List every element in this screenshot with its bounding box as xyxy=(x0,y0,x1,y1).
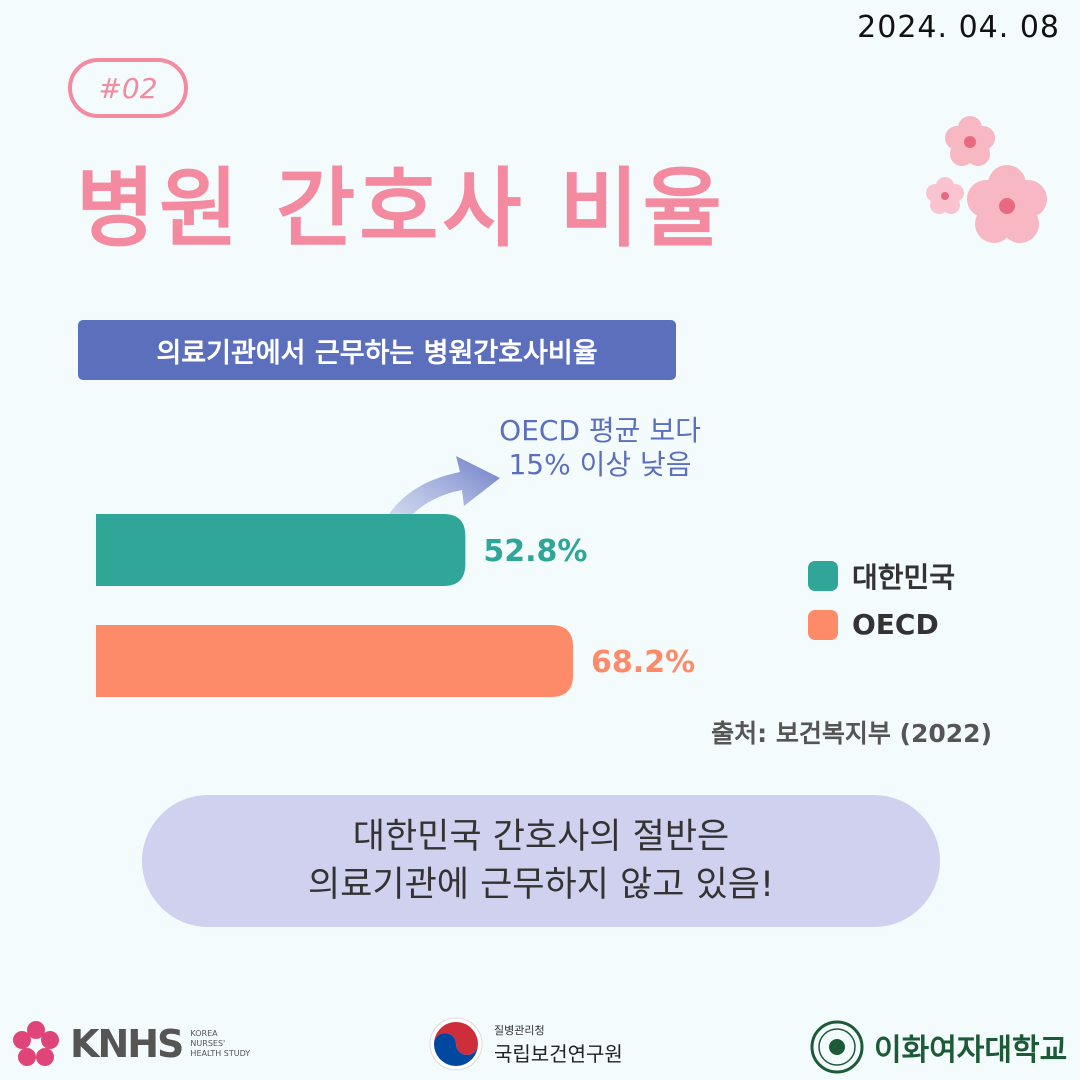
legend-item-korea: 대한민국 xyxy=(808,556,955,596)
legend: 대한민국 OECD xyxy=(808,556,955,653)
knhs-sub1: KOREA xyxy=(190,1029,218,1038)
message-line1: 대한민국 간호사의 절반은 xyxy=(352,817,730,857)
ewha-name: 이화여자대학교 xyxy=(874,1033,1068,1068)
legend-item-oecd: OECD xyxy=(808,608,955,641)
bar-chart: 52.8% 68.2% xyxy=(96,514,695,697)
annotation-line2: 15% 이상 낮음 xyxy=(508,448,692,481)
footer: KNHS KOREA NURSES' HEALTH STUDY 질병관리청 국립… xyxy=(0,1010,1080,1080)
legend-swatch-korea xyxy=(808,561,838,591)
kdca-small-label: 질병관리청 xyxy=(494,1023,545,1037)
kdca-big-label: 국립보건연구원 xyxy=(494,1041,623,1066)
knhs-subtitle: KOREA NURSES' HEALTH STUDY xyxy=(190,1029,250,1059)
value-label-korea: 52.8% xyxy=(483,534,587,569)
legend-label-korea: 대한민국 xyxy=(852,561,956,594)
date-label: 2024. 04. 08 xyxy=(857,10,1060,45)
kdca-text: 질병관리청 국립보건연구원 xyxy=(494,1022,623,1067)
page-title: 병원 간호사 비율 xyxy=(76,159,726,259)
knhs-name: KNHS xyxy=(70,1022,184,1066)
flower-logo-icon xyxy=(13,1021,59,1066)
message-box: 대한민국 간호사의 절반은 의료기관에 근무하지 않고 있음! xyxy=(142,795,940,927)
bar-korea xyxy=(96,514,466,586)
source-label: 출처: 보건복지부 (2022) xyxy=(711,719,992,748)
cherry-blossom-icon xyxy=(926,116,1047,243)
knhs-sub3: HEALTH STUDY xyxy=(190,1049,251,1058)
ewha-logo: 이화여자대학교 xyxy=(810,1020,1067,1074)
knhs-sub2: NURSES' xyxy=(190,1039,226,1048)
annotation-line1: OECD 평균 보다 xyxy=(499,414,701,447)
legend-label-oecd: OECD xyxy=(852,608,939,641)
ewha-seal-icon xyxy=(810,1020,864,1074)
bar-oecd xyxy=(96,625,574,697)
chart-subtitle: 의료기관에서 근무하는 병원간호사비율 xyxy=(78,320,676,380)
kdca-logo: 질병관리청 국립보건연구원 xyxy=(428,1016,623,1072)
annotation-text: OECD 평균 보다 15% 이상 낮음 xyxy=(480,414,720,482)
legend-swatch-oecd xyxy=(808,609,838,640)
value-label-oecd: 68.2% xyxy=(591,645,695,680)
message-line2: 의료기관에 근무하지 않고 있음! xyxy=(307,865,774,905)
taegeuk-icon xyxy=(429,1017,483,1071)
arrow-up-right-icon xyxy=(374,456,500,544)
section-tag: #02 xyxy=(68,58,188,118)
knhs-logo: KNHS KOREA NURSES' HEALTH STUDY xyxy=(10,1018,250,1070)
